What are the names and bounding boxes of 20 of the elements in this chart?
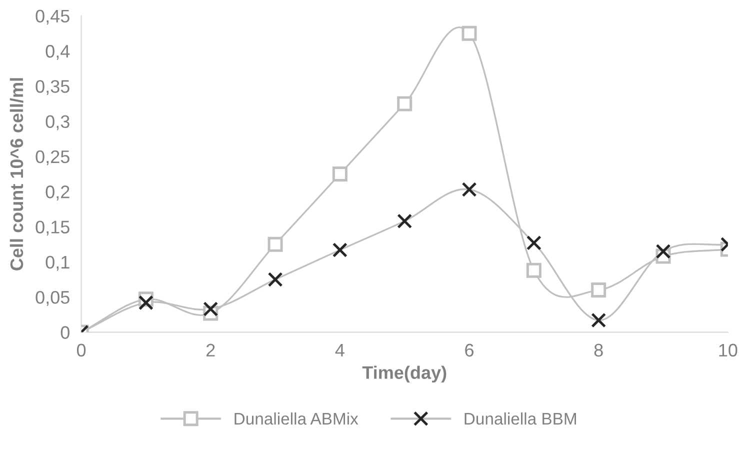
y-axis-title: Cell count 10^6 cell/ml [10,78,24,270]
x-tick-label: 8 [594,344,603,357]
x-tick-label: 0 [76,344,86,357]
legend-label: Dunaliella BBM [464,412,576,425]
y-tick-label: 0,2 [46,186,70,200]
legend-label: Dunaliella ABMix [234,412,358,425]
y-tick-label: 0,05 [36,291,70,306]
y-tick-label: 0,4 [46,44,70,60]
y-tick-label: 0,3 [46,115,70,130]
y-tick-label: 0 [60,326,70,339]
y-tick-label: 0,15 [36,220,70,236]
x-tick-label: 2 [206,344,215,356]
y-tick-label: 0,35 [36,80,70,95]
y-tick-label: 0,25 [36,150,70,166]
y-tick-label: 0,45 [36,10,70,25]
x-tick-label: 10 [719,344,738,357]
x-axis-title: Time(day) [362,366,446,383]
x-tick-label: 6 [465,344,474,357]
y-tick-label: 0,1 [46,256,70,271]
x-tick-label: 4 [335,344,344,356]
